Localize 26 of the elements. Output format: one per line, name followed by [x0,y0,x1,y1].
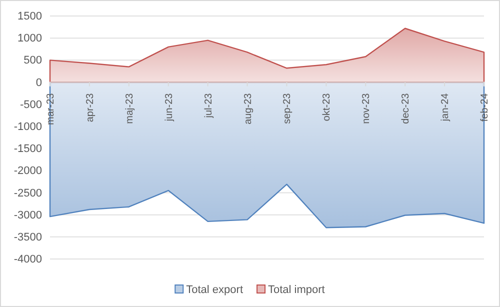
x-tick-label: jun-23 [164,92,175,122]
x-tick-label: mar-23 [46,92,56,125]
y-tick-label: -4000 [14,254,42,266]
y-tick-label: -3000 [14,209,42,222]
x-tick-label: feb-24 [480,92,490,122]
x-tick-label: aug-23 [242,92,254,124]
y-tick-label: 500 [24,54,42,67]
x-tick-label: jan-24 [440,92,452,122]
legend-label: Total export [186,284,244,296]
x-tick-label: apr-23 [84,92,96,122]
y-tick-label: -1500 [14,143,42,156]
y-tick-label: -1000 [14,120,42,133]
legend-label: Total import [268,284,325,296]
x-tick-label: maj-23 [124,92,136,124]
y-tick-label: -3500 [14,231,42,244]
x-tick-label: nov-23 [361,92,372,124]
y-tick-label: 1000 [18,32,42,45]
y-tick-label: 0 [36,76,42,89]
x-tick-label: dec-23 [400,92,412,124]
y-tick-label: 1500 [18,10,42,23]
x-tick-label: sep-23 [282,92,294,124]
y-tick-label: -2000 [14,165,42,178]
x-tick-label: jul-23 [203,92,214,119]
x-tick-label: okt-23 [322,92,333,122]
y-tick-label: -500 [20,98,42,111]
y-tick-label: -2500 [14,187,42,200]
